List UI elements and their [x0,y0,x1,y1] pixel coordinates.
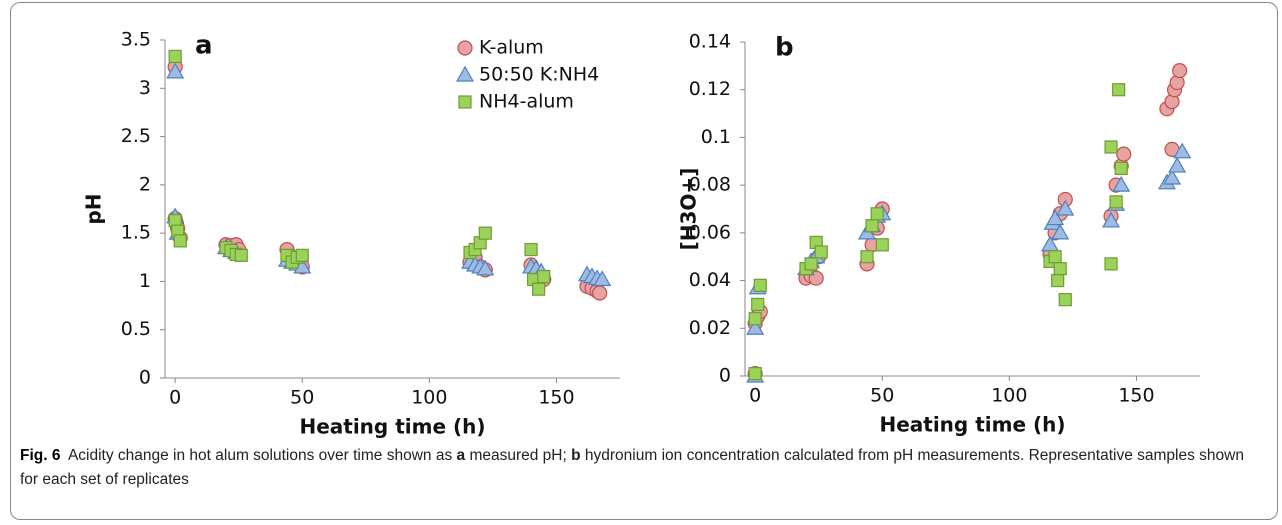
data-point [166,62,185,79]
data-point [1104,140,1118,154]
data-point [1051,273,1065,288]
data-point [1109,195,1123,209]
y-tick-label: 0.08 [689,174,731,196]
data-point [1046,209,1065,226]
data-point [168,49,182,64]
y-axis-label: [H3O+] [677,168,701,251]
x-tick-label: 50 [290,387,314,409]
caption-text: Acidity change in hot alum solutions ove… [67,447,453,464]
y-tick-label: 3 [139,77,151,99]
caption-panel: a [456,447,466,464]
y-tick-label: 2.5 [121,125,151,147]
data-point [865,219,879,233]
y-tick-label: 0.5 [121,318,151,340]
y-tick-label: 0 [719,365,731,387]
legend-label: 50:50 K:NH4 [479,64,599,86]
data-point [537,270,551,284]
data-point [234,248,248,262]
y-tick-label: 1.5 [121,222,151,244]
caption-text: measured pH; [469,447,567,464]
x-tick-label: 100 [411,387,447,409]
data-point [870,207,884,221]
panel-label: b [775,33,794,63]
figure-frame [10,2,1278,520]
legend-label: NH4-alum [479,91,574,113]
x-tick-label: 150 [538,387,574,409]
data-point [748,312,762,326]
y-axis-label: pH [82,193,106,224]
data-point [1112,175,1131,192]
x-axis-label: Heating time (h) [299,415,485,439]
data-point [1172,63,1188,79]
x-tick-label: 100 [991,385,1027,407]
legend-marker [458,95,472,109]
legend-marker [457,40,473,56]
y-tick-label: 3.5 [121,29,151,51]
data-point [1116,146,1132,162]
x-tick-label: 50 [870,385,894,407]
data-point [1173,142,1192,159]
data-point [1114,161,1128,176]
data-point [746,319,765,335]
y-tick-label: 0.1 [701,126,731,148]
data-point [814,245,828,259]
data-point [875,238,889,252]
data-point [1168,156,1187,173]
data-point [173,234,187,248]
caption-label: Fig. 6 [20,447,61,464]
y-tick-label: 0 [139,367,151,389]
y-tick-label: 0.04 [689,269,731,291]
y-tick-label: 0.12 [689,78,731,100]
data-point [476,259,495,276]
y-tick-label: 1 [139,270,151,292]
data-point [751,297,765,312]
x-tick-label: 0 [749,385,761,407]
data-point [593,270,612,287]
data-point [1104,257,1118,271]
y-tick-label: 2 [139,173,151,195]
x-axis-label: Heating time (h) [879,413,1065,437]
legend-marker [455,65,475,82]
data-point [1048,250,1062,264]
y-tick-label: 0.02 [689,317,731,339]
data-point [1056,199,1075,216]
legend-label: K-alum [479,37,544,59]
data-point [753,278,767,292]
data-point [532,282,546,296]
caption-text: hydronium ion concentration calculated f… [20,447,1244,488]
x-tick-label: 150 [1118,385,1154,407]
data-point [592,285,608,301]
data-point [748,367,762,381]
panel-label: a [195,31,213,61]
data-point [295,248,309,262]
data-point [860,250,874,264]
data-point [1112,83,1126,97]
data-point [1051,223,1070,240]
data-point [1058,293,1072,307]
charts: 0 0.5 1 1.5 2 2.5 3 3.5 0 50 100 150 Heating time (h… [82,29,1200,439]
y-tick-label: 0.14 [689,31,731,53]
y-tick-label: 0.06 [689,221,731,243]
data-point [478,226,492,240]
data-point [1053,262,1067,276]
caption-panel: b [571,447,581,464]
caption: Fig. 6 Acidity change in hot alum soluti… [20,444,1260,492]
data-point [524,242,538,257]
data-point [804,257,818,271]
data-point [1101,211,1121,228]
x-tick-label: 0 [169,387,181,409]
data-point [1163,168,1182,185]
